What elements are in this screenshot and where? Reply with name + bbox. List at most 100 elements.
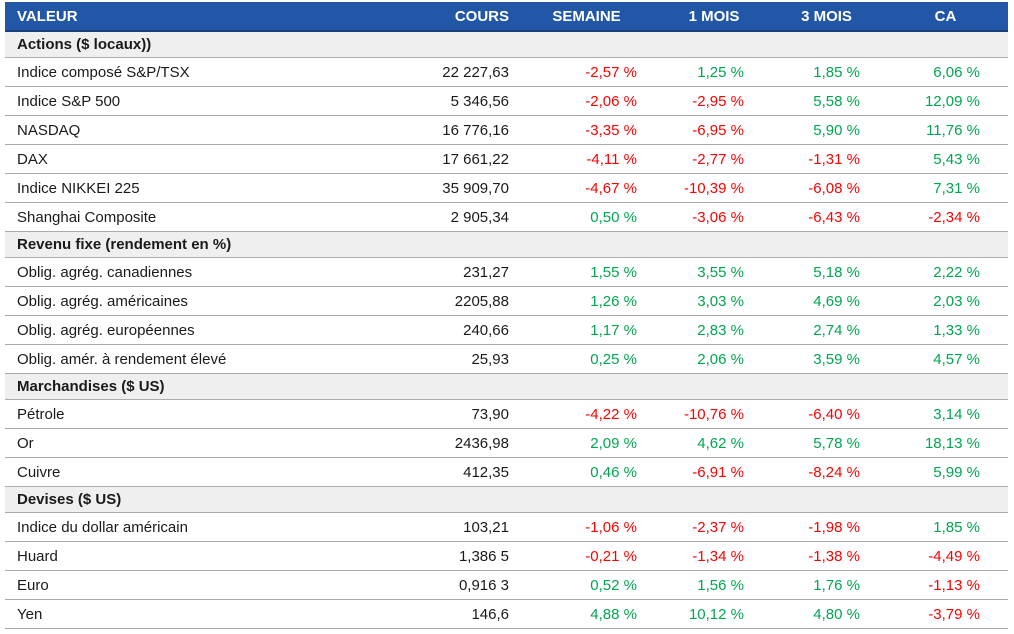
ytd-change: 5,43 % bbox=[883, 144, 1008, 174]
asset-name: Oblig. agrég. canadiennes bbox=[5, 257, 390, 287]
week-change: 4,88 % bbox=[515, 599, 658, 629]
three-month-change: 3,59 % bbox=[770, 344, 883, 374]
price-value: 240,66 bbox=[390, 315, 515, 345]
table-row: Indice composé S&P/TSX 22 227,63 -2,57 % 1,… bbox=[5, 57, 1008, 87]
section-header-row: Actions ($ locaux)) bbox=[5, 31, 1008, 58]
ytd-change: 18,13 % bbox=[883, 428, 1008, 458]
ytd-change: -3,79 % bbox=[883, 599, 1008, 629]
three-month-change: -8,24 % bbox=[770, 457, 883, 487]
price-value: 35 909,70 bbox=[390, 173, 515, 203]
section-title: Devises ($ US) bbox=[5, 486, 1008, 513]
price-value: 73,90 bbox=[390, 399, 515, 429]
column-header-3-mois: 3 MOIS bbox=[770, 2, 883, 32]
price-value: 103,21 bbox=[390, 512, 515, 542]
column-header-valeur: VALEUR bbox=[5, 2, 390, 32]
section-header-row: Devises ($ US) bbox=[5, 486, 1008, 513]
table-row: Oblig. agrég. européennes 240,66 1,17 % 2,8… bbox=[5, 315, 1008, 345]
one-month-change: -1,34 % bbox=[658, 541, 770, 571]
price-value: 412,35 bbox=[390, 457, 515, 487]
table-row: Euro 0,916 3 0,52 % 1,56 % 1,76 % -1,13 % bbox=[5, 570, 1008, 600]
section-title: Revenu fixe (rendement en %) bbox=[5, 231, 1008, 258]
section-header-row: Marchandises ($ US) bbox=[5, 373, 1008, 400]
three-month-change: 4,80 % bbox=[770, 599, 883, 629]
price-value: 1,386 5 bbox=[390, 541, 515, 571]
three-month-change: -1,98 % bbox=[770, 512, 883, 542]
price-value: 22 227,63 bbox=[390, 57, 515, 87]
asset-name: Yen bbox=[5, 599, 390, 629]
market-performance-table: VALEUR COURS SEMAINE 1 MOIS 3 MOIS CA Ac… bbox=[5, 2, 1008, 629]
table-header-row: VALEUR COURS SEMAINE 1 MOIS 3 MOIS CA bbox=[5, 2, 1008, 32]
table-row: Indice S&P 500 5 346,56 -2,06 % -2,95 % 5,58… bbox=[5, 86, 1008, 116]
table-row: Yen 146,6 4,88 % 10,12 % 4,80 % -3,79 % bbox=[5, 599, 1008, 629]
week-change: 0,46 % bbox=[515, 457, 658, 487]
price-value: 2 905,34 bbox=[390, 202, 515, 232]
asset-name: Shanghai Composite bbox=[5, 202, 390, 232]
three-month-change: 5,58 % bbox=[770, 86, 883, 116]
three-month-change: -1,31 % bbox=[770, 144, 883, 174]
asset-name: Indice du dollar américain bbox=[5, 512, 390, 542]
three-month-change: 5,90 % bbox=[770, 115, 883, 145]
table-row: Indice NIKKEI 225 35 909,70 -4,67 % -10,39 … bbox=[5, 173, 1008, 203]
week-change: -4,11 % bbox=[515, 144, 658, 174]
three-month-change: 5,18 % bbox=[770, 257, 883, 287]
asset-name: Indice composé S&P/TSX bbox=[5, 57, 390, 87]
price-value: 5 346,56 bbox=[390, 86, 515, 116]
ytd-change: 11,76 % bbox=[883, 115, 1008, 145]
one-month-change: -2,95 % bbox=[658, 86, 770, 116]
one-month-change: 3,55 % bbox=[658, 257, 770, 287]
table-row: Cuivre 412,35 0,46 % -6,91 % -8,24 % 5,99 % bbox=[5, 457, 1008, 487]
table-row: Oblig. agrég. canadiennes 231,27 1,55 % 3,5… bbox=[5, 257, 1008, 287]
one-month-change: -6,91 % bbox=[658, 457, 770, 487]
price-value: 17 661,22 bbox=[390, 144, 515, 174]
price-value: 2205,88 bbox=[390, 286, 515, 316]
asset-name: DAX bbox=[5, 144, 390, 174]
table-body: Actions ($ locaux)) Indice composé S&P/TS… bbox=[5, 31, 1008, 629]
one-month-change: 10,12 % bbox=[658, 599, 770, 629]
table-row: Indice du dollar américain 103,21 -1,06 % -… bbox=[5, 512, 1008, 542]
week-change: 0,25 % bbox=[515, 344, 658, 374]
one-month-change: 2,83 % bbox=[658, 315, 770, 345]
price-value: 0,916 3 bbox=[390, 570, 515, 600]
week-change: 2,09 % bbox=[515, 428, 658, 458]
asset-name: Pétrole bbox=[5, 399, 390, 429]
one-month-change: 3,03 % bbox=[658, 286, 770, 316]
three-month-change: 5,78 % bbox=[770, 428, 883, 458]
asset-name: Oblig. agrég. américaines bbox=[5, 286, 390, 316]
ytd-change: 5,99 % bbox=[883, 457, 1008, 487]
asset-name: Indice NIKKEI 225 bbox=[5, 173, 390, 203]
table-row: Shanghai Composite 2 905,34 0,50 % -3,06 % -… bbox=[5, 202, 1008, 232]
price-value: 16 776,16 bbox=[390, 115, 515, 145]
asset-name: Oblig. amér. à rendement élevé bbox=[5, 344, 390, 374]
one-month-change: -10,76 % bbox=[658, 399, 770, 429]
one-month-change: 4,62 % bbox=[658, 428, 770, 458]
one-month-change: 1,56 % bbox=[658, 570, 770, 600]
three-month-change: -6,08 % bbox=[770, 173, 883, 203]
price-value: 2436,98 bbox=[390, 428, 515, 458]
section-header-row: Revenu fixe (rendement en %) bbox=[5, 231, 1008, 258]
price-value: 146,6 bbox=[390, 599, 515, 629]
week-change: 1,17 % bbox=[515, 315, 658, 345]
ytd-change: 3,14 % bbox=[883, 399, 1008, 429]
week-change: -2,06 % bbox=[515, 86, 658, 116]
asset-name: Or bbox=[5, 428, 390, 458]
one-month-change: 2,06 % bbox=[658, 344, 770, 374]
week-change: -1,06 % bbox=[515, 512, 658, 542]
section-title: Marchandises ($ US) bbox=[5, 373, 1008, 400]
table-row: Or 2436,98 2,09 % 4,62 % 5,78 % 18,13 % bbox=[5, 428, 1008, 458]
asset-name: Cuivre bbox=[5, 457, 390, 487]
column-header-ca: CA bbox=[883, 2, 1008, 32]
table-row: DAX 17 661,22 -4,11 % -2,77 % -1,31 % 5,43 % bbox=[5, 144, 1008, 174]
week-change: 1,55 % bbox=[515, 257, 658, 287]
asset-name: Euro bbox=[5, 570, 390, 600]
one-month-change: -2,37 % bbox=[658, 512, 770, 542]
ytd-change: -1,13 % bbox=[883, 570, 1008, 600]
week-change: -0,21 % bbox=[515, 541, 658, 571]
week-change: -3,35 % bbox=[515, 115, 658, 145]
column-header-cours: COURS bbox=[390, 2, 515, 32]
week-change: -4,67 % bbox=[515, 173, 658, 203]
week-change: 1,26 % bbox=[515, 286, 658, 316]
one-month-change: -6,95 % bbox=[658, 115, 770, 145]
ytd-change: 4,57 % bbox=[883, 344, 1008, 374]
price-value: 231,27 bbox=[390, 257, 515, 287]
